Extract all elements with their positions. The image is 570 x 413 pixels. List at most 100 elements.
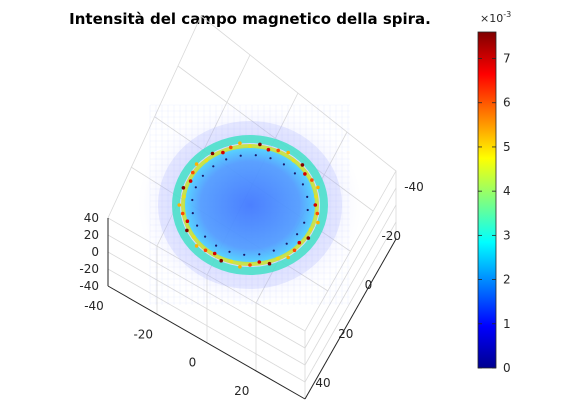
hotspot-point (194, 162, 199, 166)
field-point (215, 244, 218, 247)
y-axis-line (304, 238, 397, 400)
colorbar-tick-label: 4 (503, 184, 511, 198)
hotspot-point (185, 228, 189, 233)
hotspot-point (306, 236, 311, 240)
hotspot-point (286, 255, 291, 260)
field-point (194, 186, 197, 189)
x-tick-label: 0 (189, 356, 197, 370)
z-tick-label: -40 (79, 279, 99, 293)
hotspot-point (308, 227, 313, 232)
field-point (212, 165, 215, 168)
colorbar-tick-label: 3 (503, 228, 511, 242)
hotspot-point (204, 158, 209, 163)
hotspot-point (258, 142, 262, 147)
grid-line (107, 268, 306, 383)
hotspot-point (300, 163, 305, 167)
hotspot-point (248, 144, 252, 148)
field-point (243, 253, 246, 256)
colorbar-tick-label: 5 (503, 140, 511, 154)
hotspot-point (219, 258, 223, 263)
grid-line (304, 204, 397, 366)
grid-line (304, 187, 397, 349)
z-tick-label: 0 (91, 245, 99, 259)
hotspot-point (291, 158, 296, 163)
field-point (228, 250, 231, 253)
hotspot-point (212, 251, 217, 256)
hotspot-point (188, 179, 193, 183)
hotspot-point (238, 265, 242, 269)
colorbar-tick-label: 0 (503, 361, 511, 375)
colorbar-tick-label: 2 (503, 273, 511, 287)
hotspot-point (275, 256, 280, 261)
coil-hotspots (177, 141, 320, 269)
colorbar-tick-label: 6 (503, 96, 511, 110)
colorbar-tick-label: 7 (503, 52, 511, 66)
coil-interior (184, 147, 316, 263)
hotspot-point (257, 260, 262, 264)
grid-line (304, 221, 397, 383)
hotspot-point (267, 261, 272, 266)
colorbar-exponent-base: ×10 (480, 12, 503, 25)
hotspot-point (316, 185, 320, 190)
hotspot-point (313, 203, 318, 207)
field-point (258, 253, 261, 256)
hotspot-point (238, 141, 242, 145)
hotspot-point (314, 194, 318, 199)
hotspot-point (303, 172, 307, 176)
hotspot-point (248, 263, 252, 267)
z-tick-label: -20 (79, 262, 99, 276)
hotspot-point (297, 240, 302, 245)
hotspot-point (180, 211, 185, 216)
hotspot-point (221, 150, 225, 155)
hotspot-point (286, 150, 291, 155)
x-tick-label: -40 (84, 299, 104, 313)
hotspot-point (229, 145, 233, 150)
grid-line (107, 251, 306, 366)
field-point (296, 233, 299, 236)
field-point (191, 212, 194, 215)
hotspot-point (276, 148, 281, 153)
field-point (201, 174, 204, 177)
hotspot-point (191, 170, 195, 175)
field-point (285, 242, 288, 245)
field-point (301, 183, 304, 186)
hotspot-point (229, 259, 233, 264)
z-tick-label: 20 (84, 228, 99, 242)
hotspot-point (181, 186, 186, 190)
hotspot-point (292, 248, 297, 253)
colorbar-exponent: ×10-3 (480, 10, 511, 25)
hotspot-point (316, 220, 320, 225)
colorbar-gradient (477, 31, 497, 369)
field-point (204, 235, 207, 238)
field-point (282, 163, 285, 166)
y-tick-label: 20 (338, 327, 353, 341)
field-point (306, 208, 309, 212)
field-point (272, 249, 275, 252)
hotspot-point (210, 151, 215, 156)
field-plot (138, 104, 362, 305)
hotspot-point (182, 194, 186, 199)
field-point (225, 158, 228, 161)
field-point (196, 224, 199, 227)
hotspot-point (192, 235, 196, 239)
y-tick-label: 0 (365, 278, 373, 292)
colorbar-tick-label: 1 (503, 317, 511, 331)
hotspot-point (194, 244, 199, 248)
z-tick-label: 40 (84, 211, 99, 225)
field-point (303, 221, 306, 224)
field-point (306, 195, 309, 198)
y-tick-label: -20 (381, 229, 401, 243)
hotspot-point (185, 219, 190, 223)
x-tick-label: -20 (133, 327, 153, 341)
field-point (239, 154, 242, 157)
y-tick-label: -40 (404, 180, 424, 194)
coil-ring-outer (172, 135, 328, 275)
hotspot-point (315, 211, 320, 216)
x-axis-line (107, 285, 306, 400)
hotspot-point (310, 178, 314, 182)
hotspot-point (203, 248, 208, 253)
y-tick-label: 40 (315, 376, 330, 390)
field-point (191, 198, 194, 202)
hotspot-point (177, 203, 182, 207)
